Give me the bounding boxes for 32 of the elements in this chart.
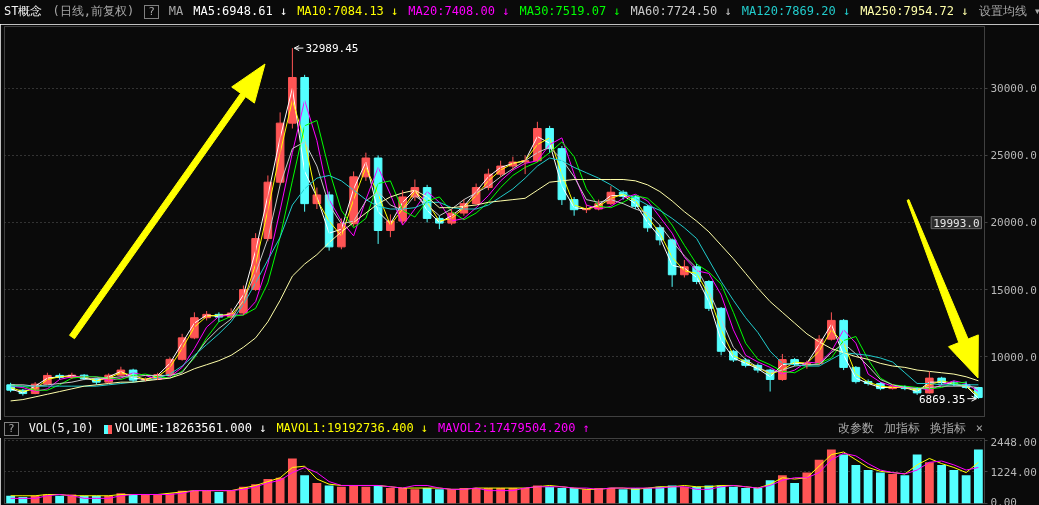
y-tick-label: 15000.0 (990, 283, 1037, 297)
text: MA120:7869.20 ↓ (741, 3, 851, 21)
annotation: 6869.35 (918, 392, 966, 406)
text: × (975, 420, 983, 438)
annotation: 32989.45 (305, 42, 359, 56)
legend-label: VOLUME:18263561.000 ↓ (114, 420, 267, 438)
text: MA60:7724.50 ↓ (630, 3, 732, 21)
y-tick-label: 10000.0 (990, 350, 1037, 364)
chart-subtitle: (日线,前复权) (52, 3, 135, 21)
y-tick-label: 0.00 (990, 495, 1017, 505)
chart-title: ST概念 (4, 3, 43, 21)
text: 设置均线 ▾ (978, 3, 1039, 21)
y-tick-label: 1224.00 (990, 465, 1037, 479)
text: ? (4, 422, 19, 436)
text: 改参数 (837, 420, 874, 438)
legend-title: MA (168, 3, 184, 21)
text: MA250:7954.72 ↓ (860, 3, 969, 21)
text: MAVOL2:17479504.200 ↑ (438, 420, 590, 438)
text: 加指标 (883, 420, 920, 438)
annotation: 19993.0 (933, 216, 980, 230)
text: ? (144, 4, 159, 19)
text: MAVOL1:19192736.400 ↓ (276, 420, 429, 438)
text: MA20:7408.00 ↓ (408, 3, 510, 21)
chart-title: VOL(5,10) (28, 420, 94, 438)
text: MA30:7519.07 ↓ (519, 3, 621, 21)
y-tick-label: 25000.0 (990, 149, 1037, 163)
y-tick-label: 20000.0 (990, 216, 1037, 230)
y-tick-label: 2448.00 (990, 435, 1037, 449)
text: MA5:6948.61 ↓ (193, 3, 288, 21)
text: 换指标 (929, 420, 966, 438)
text: MA10:7084.13 ↓ (297, 3, 399, 21)
y-tick-label: 30000.0 (990, 82, 1037, 96)
